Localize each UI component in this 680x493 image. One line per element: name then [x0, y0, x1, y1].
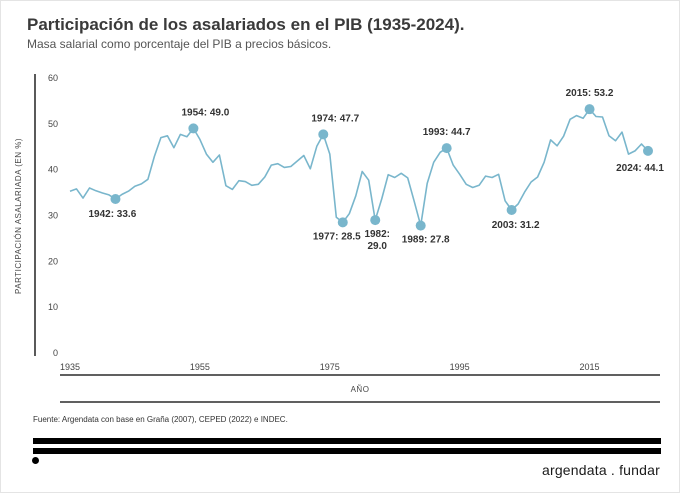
y-tick-label: 10 [48, 302, 58, 312]
highlight-marker-1989 [415, 220, 426, 231]
highlight-markers [110, 104, 653, 231]
y-tick-label: 60 [48, 73, 58, 83]
highlight-label-1954: 1954: 49.0 [181, 107, 229, 118]
highlight-marker-1942 [110, 194, 121, 204]
y-tick-label: 0 [53, 348, 58, 358]
highlight-label-1982: 1982: 29.0 [364, 229, 390, 252]
highlight-marker-1993 [441, 143, 452, 154]
highlight-label-1977: 1977: 28.5 [313, 231, 361, 242]
y-tick-label: 30 [48, 211, 58, 221]
highlight-label-2015: 2015: 53.2 [566, 88, 614, 99]
x-tick-label: 1995 [450, 362, 470, 372]
highlight-marker-1982 [370, 215, 381, 226]
footer-band-bottom [33, 448, 661, 454]
highlight-marker-2024 [643, 145, 653, 156]
brand-logo: argendata . fundar [541, 462, 660, 478]
chart-subtitle: Masa salarial como porcentaje del PIB a … [27, 37, 332, 51]
y-axis-title: PARTICIPACIÓN ASALARIADA (EN %) [14, 138, 23, 294]
x-tick-label: 1935 [60, 362, 80, 372]
highlight-marker-1954 [188, 123, 199, 134]
y-tick-label: 40 [48, 165, 58, 175]
source-note: Fuente: Argendata con base en Graña (200… [33, 415, 288, 424]
x-tick-label: 2015 [580, 362, 600, 372]
y-tick-label: 20 [48, 256, 58, 266]
highlight-label-1989: 1989: 27.8 [402, 235, 450, 246]
chart-tick-labels: 0 10 20 30 40 50 60 1935 1955 1975 1995 2015 [48, 73, 600, 372]
chart-axes [34, 74, 660, 403]
highlight-marker-2003 [506, 205, 517, 215]
x-tick-label: 1975 [320, 362, 340, 372]
chart-title: Participación de los asalariados en el P… [27, 15, 465, 34]
highlight-marker-1977 [337, 217, 348, 228]
highlight-label-1993: 1993: 44.7 [423, 127, 471, 138]
x-axis-title: AÑO [351, 385, 370, 394]
highlight-label-1942: 1942: 33.6 [88, 209, 136, 220]
footer-dot [32, 457, 39, 464]
y-tick-label: 50 [48, 119, 58, 129]
highlight-label-1974: 1974: 47.7 [311, 113, 359, 124]
highlight-label-2003: 2003: 31.2 [492, 220, 540, 231]
highlight-marker-2015 [584, 104, 595, 115]
highlight-labels: 1942: 33.6 1954: 49.0 1974: 47.7 1977: 28.5… [88, 88, 664, 252]
x-tick-label: 1955 [190, 362, 210, 372]
highlight-label-2024: 2024: 44.1 [616, 163, 664, 174]
footer-band-top [33, 438, 661, 444]
series-line [69, 108, 649, 227]
highlight-marker-1974 [318, 129, 329, 140]
